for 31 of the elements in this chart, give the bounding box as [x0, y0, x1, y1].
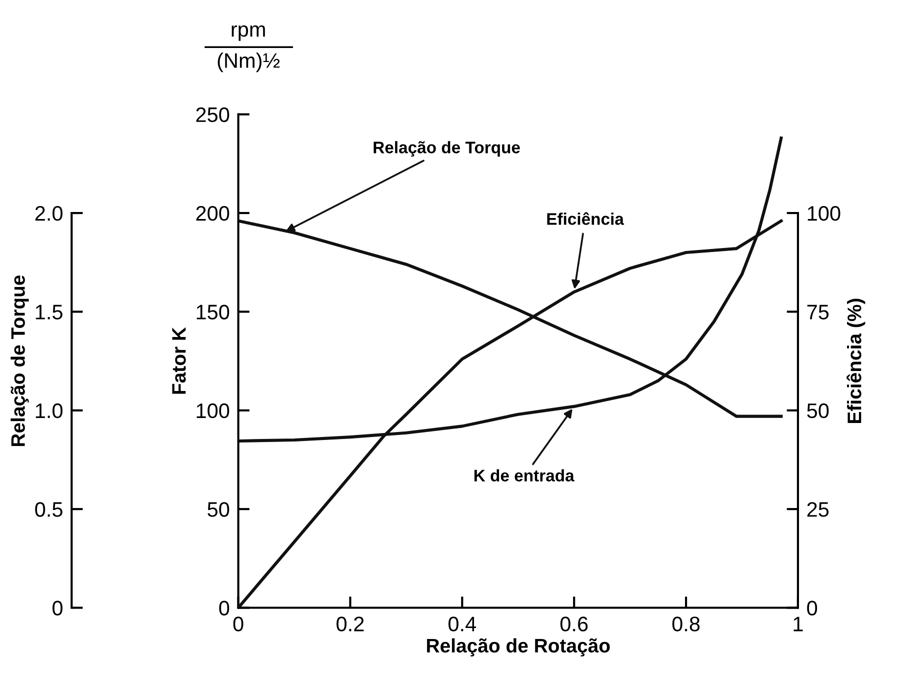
x-tick-label: 0.2: [336, 616, 364, 632]
y3-tick-label: 0: [52, 600, 62, 616]
y3-tick-label: 1.0: [36, 403, 62, 418]
text: Relação de Torque: [374, 141, 520, 157]
y2-tick-label: 50: [807, 403, 829, 418]
x-tick-label: 0.6: [560, 616, 588, 632]
y-tick-label: 0: [219, 600, 230, 616]
y3-axis-title: Relação de Torque: [10, 275, 29, 446]
y-axis-title: Fator K: [172, 327, 186, 394]
y-tick-label: 200: [196, 206, 230, 221]
y3-tick-label: 0.5: [35, 502, 62, 517]
y2-tick-label: 25: [807, 502, 829, 517]
y2-tick-label: 0: [807, 600, 818, 616]
text: rpm: [232, 25, 265, 41]
text: K de entrada: [474, 469, 574, 482]
y2-tick-label: 100: [808, 206, 840, 221]
y2-axis-title: Eficiência (%): [846, 298, 866, 423]
x-tick-label: 0.8: [672, 616, 700, 632]
y-tick-label: 50: [208, 502, 230, 517]
text: (Nm)½: [218, 52, 280, 72]
x-tick-label: 1: [794, 616, 803, 632]
x-tick-label: 0: [233, 616, 244, 632]
y3-tick-label: 1.5: [36, 304, 62, 320]
y2-tick-label: 75: [807, 304, 829, 320]
y-tick-label: 150: [196, 304, 230, 320]
y3-tick-label: 2.0: [35, 206, 62, 221]
y-tick-label: 100: [196, 403, 230, 418]
y-tick-label: 250: [196, 107, 230, 122]
x-axis-title: Relação de Rotação: [427, 638, 610, 656]
text: Eficiência: [547, 212, 624, 225]
x-tick-label: 0.4: [448, 616, 476, 632]
